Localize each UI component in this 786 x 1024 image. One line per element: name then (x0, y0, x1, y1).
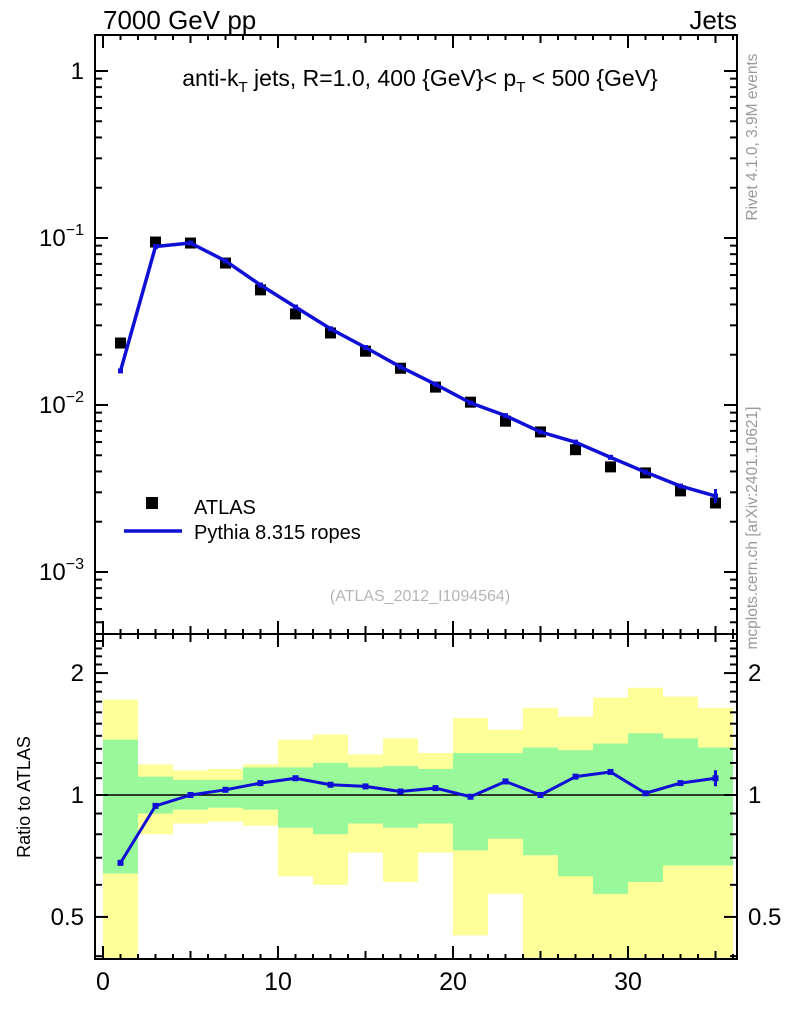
y-tick-label: 10−1 (39, 222, 84, 252)
ratio-mc-marker (327, 781, 334, 788)
mc-marker (188, 240, 193, 246)
ratio-mc-marker (152, 802, 159, 809)
atlas-data-point (430, 381, 441, 393)
mcplots-arxiv-label: mcplots.cern.ch [arXiv:2401.10621] (744, 407, 761, 650)
y-tick-label: 1 (71, 58, 84, 85)
mc-marker (433, 381, 438, 387)
atlas-data-point (115, 337, 126, 349)
mc-marker (573, 439, 578, 445)
title-text: jets, R=1.0, 400 {GeV}< p (248, 65, 517, 91)
main-series (115, 236, 721, 509)
mc-marker (153, 244, 158, 250)
x-tick-label: 10 (264, 968, 292, 996)
inner-band-bin (243, 767, 278, 810)
atlas-data-point (150, 236, 161, 248)
ratio-mc-marker (677, 780, 684, 787)
legend-data-label: ATLAS (194, 497, 256, 519)
plot-title: anti-kT jets, R=1.0, 400 {GeV}< pT < 500… (182, 65, 658, 96)
inner-band-bin (698, 747, 733, 866)
ratio-mc-marker (432, 785, 439, 792)
mc-polyline (118, 241, 716, 498)
header-beam-label: 7000 GeV pp (103, 5, 256, 35)
legend: ATLAS Pythia 8.315 ropes (124, 497, 361, 544)
y-tick-label: 10−3 (39, 556, 84, 586)
ratio-mc-marker (187, 792, 194, 798)
inner-band-bin (523, 747, 558, 856)
inner-band-bin (663, 738, 698, 866)
inner-band-bin (628, 733, 663, 882)
rivet-version-label: Rivet 4.1.0, 3.9M events (744, 53, 761, 220)
title-text: < 500 {GeV} (525, 65, 658, 91)
inner-band-bin (488, 752, 523, 839)
ratio-mc-marker (362, 783, 369, 790)
ratio-mc-marker (572, 773, 579, 780)
ratio-tick-label-left: 0.5 (51, 904, 84, 931)
atlas-data-point (360, 345, 371, 357)
inner-band-bin (208, 779, 243, 808)
inner-band-bin (383, 765, 418, 828)
mc-marker (363, 344, 368, 350)
atlas-data-point (675, 485, 686, 497)
atlas-data-point (290, 308, 301, 320)
ratio-mc-marker (502, 778, 509, 785)
legend-data-marker (146, 497, 158, 509)
ratio-y-axis-label: Ratio to ATLAS (14, 736, 34, 858)
ratio-tick-label-left: 2 (71, 660, 84, 687)
ratio-mc-marker (292, 775, 299, 782)
legend-mc-label: Pythia 8.315 ropes (194, 522, 361, 544)
ratio-mc-marker (642, 790, 649, 797)
ratio-mc-marker (397, 788, 404, 795)
x-tick-label: 20 (439, 968, 467, 996)
header-process-label: Jets (689, 5, 737, 35)
mc-marker (503, 413, 508, 419)
x-tick-label: 30 (614, 968, 642, 996)
ratio-mc-marker (257, 780, 264, 787)
ratio-mc-marker (117, 859, 124, 866)
y-tick-label: 10−2 (39, 389, 84, 419)
analysis-id-watermark: (ATLAS_2012_I1094564) (330, 588, 510, 605)
ratio-mc-marker (607, 768, 614, 775)
ratio-mc-marker (222, 786, 229, 793)
atlas-data-point (325, 327, 336, 339)
inner-band-bin (558, 750, 593, 877)
mc-marker (538, 429, 543, 435)
main-panel-frame (94, 34, 738, 635)
x-tick-label: 0 (96, 968, 110, 996)
mc-marker (468, 400, 473, 406)
atlas-data-point (605, 461, 616, 473)
inner-band-bin (313, 762, 348, 835)
ratio-mc-polyline (119, 770, 716, 864)
title-subscript: T (516, 79, 525, 96)
ratio-mc-marker (537, 792, 544, 798)
mc-marker (118, 368, 123, 374)
mc-marker (258, 282, 263, 288)
mc-marker (293, 304, 298, 310)
axis-tick-labels: 0 10 20 30 1 10−1 10−2 10−3 2 2 1 1 0.5 0.5 (39, 58, 781, 996)
axis-ticks (95, 35, 737, 959)
inner-band-bin (418, 768, 453, 824)
title-text: anti-k (182, 65, 239, 91)
mc-marker (678, 483, 683, 489)
mc-marker (398, 364, 403, 370)
mc-marker (643, 469, 648, 475)
ratio-panel-frame (94, 633, 738, 960)
mc-marker (223, 258, 228, 264)
atlas-data-point (570, 444, 581, 456)
ratio-mc-marker (467, 793, 474, 800)
ratio-tick-label-left: 1 (71, 782, 84, 809)
mc-marker (328, 326, 333, 332)
ratio-mc-line (117, 768, 719, 866)
ratio-tick-label-right: 0.5 (748, 904, 781, 931)
title-subscript: T (239, 79, 248, 96)
ratio-tick-label-right: 1 (748, 782, 761, 809)
inner-band-bin (593, 743, 628, 894)
atlas-data-point (500, 415, 511, 427)
inner-band-bin (103, 739, 138, 874)
mc-marker (608, 454, 613, 460)
ratio-tick-label-right: 2 (748, 660, 761, 687)
inner-band-bin (453, 752, 488, 851)
atlas-data-point (255, 284, 266, 296)
